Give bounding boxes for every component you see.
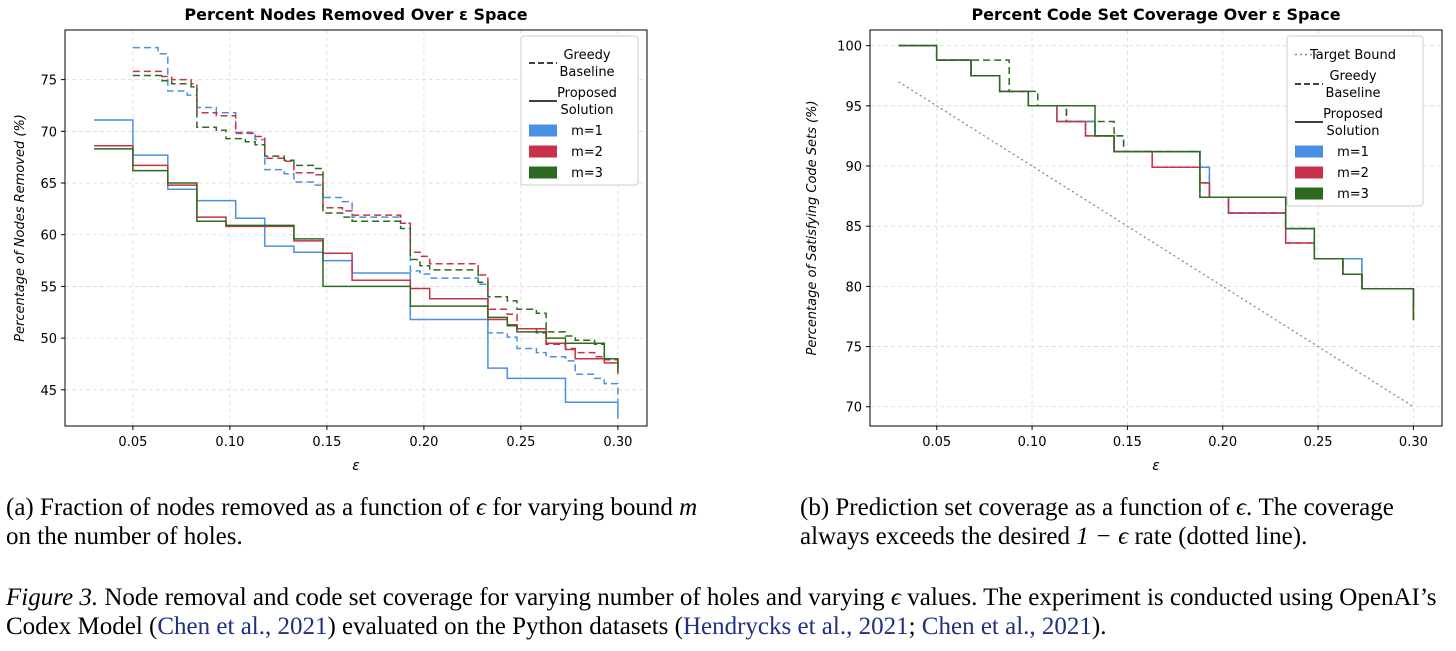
caption-b: (b) Prediction set coverage as a functio… (800, 493, 1450, 551)
legend-label: m=3 (571, 166, 603, 181)
series-line-target-bound (898, 81, 1414, 408)
legend-label-line: Target Bound (1309, 48, 1396, 63)
caption-b-text-3: rate (dotted line). (1128, 523, 1308, 550)
legend-label-line: m=3 (571, 166, 603, 181)
y-tick-label: 75 (40, 74, 57, 89)
legend-label: Target Bound (1309, 48, 1396, 63)
y-tick-label: 65 (40, 177, 57, 192)
legend-swatch-m-3 (1295, 187, 1323, 200)
y-tick-label: 60 (40, 229, 57, 244)
series-line-m-3-proposed-solution (898, 44, 1415, 321)
x-tick-label: 0.20 (1208, 435, 1237, 450)
caption-a: (a) Fraction of nodes removed as a funct… (6, 493, 706, 551)
legend-label-line: m=2 (571, 145, 603, 160)
chart-code-set-coverage: 0.05 0.10 0.15 0.20 0.25 0.30 70 75 80 85 90 95 100 P… (805, 5, 1443, 474)
y-tick-label: 70 (40, 125, 57, 140)
plot-frame (64, 29, 648, 427)
y-tick-label: 70 (845, 401, 862, 416)
figure-caption-separator: ; (908, 613, 922, 640)
chart-nodes-removed: 0.05 0.10 0.15 0.20 0.25 0.30 45 50 55 60 65 70 75 Pe… (13, 5, 648, 474)
plot-frame (869, 29, 1443, 427)
figure-caption-text-3: ) evaluated on the Python datasets ( (327, 613, 683, 640)
caption-a-text-3: on the number of holes. (6, 523, 243, 550)
y-tick-label: 55 (40, 280, 57, 295)
legend-label-line: m=1 (1337, 145, 1369, 160)
legend-label-line: m=1 (571, 124, 603, 139)
caption-b-text-2: . The coverage always exceeds the desire… (800, 494, 1394, 550)
legend-label-line: Baseline (559, 65, 614, 80)
series-line-m-2-greedy-baseline (132, 70, 619, 364)
figure-caption: Figure 3. Node removal and code set cove… (6, 583, 1451, 641)
caption-a-epsilon: ϵ (475, 494, 487, 521)
legend-label: m=2 (1337, 166, 1369, 181)
y-axis-label: Percentage of Nodes Removed (%) (13, 114, 28, 342)
y-tick-label: 100 (837, 40, 862, 55)
x-axis-label: ε (352, 458, 360, 474)
legend-label: Proposed Solution (1323, 107, 1383, 139)
x-tick-label: 0.30 (603, 435, 632, 450)
legend-swatch-m-1 (1295, 145, 1323, 158)
chart-title: Percent Code Set Coverage Over ε Space (971, 5, 1340, 24)
x-tick-label: 0.15 (312, 435, 341, 450)
legend-label-line: Greedy (1329, 69, 1376, 84)
legend-box (1286, 35, 1424, 207)
legend-swatch-m-3 (529, 166, 557, 179)
legend-label-line: m=3 (1337, 187, 1369, 202)
legend-label-line: Greedy (563, 48, 610, 63)
caption-b-formula: 1 − ϵ (1076, 523, 1129, 550)
figure-caption-text-4: ). (1091, 613, 1107, 640)
x-tick-label: 0.25 (506, 435, 535, 450)
legend-label-line: Proposed (1323, 107, 1383, 122)
y-tick-label: 95 (845, 100, 862, 115)
x-tick-label: 0.30 (1399, 435, 1428, 450)
y-tick-label: 80 (845, 280, 862, 295)
legend-label: Greedy Baseline (1325, 69, 1380, 101)
legend-label: Proposed Solution (557, 86, 617, 118)
legend-label: m=3 (1337, 187, 1369, 202)
legend-swatch-m-1 (529, 124, 557, 137)
legend-label-line: Solution (1327, 124, 1380, 139)
y-tick-label: 90 (845, 160, 862, 175)
figure-label: Figure 3. (6, 584, 99, 611)
legend-label: m=2 (571, 145, 603, 160)
x-tick-label: 0.05 (922, 435, 951, 450)
x-tick-label: 0.15 (1113, 435, 1142, 450)
series-line-m-3-greedy-baseline (132, 74, 619, 373)
legend-swatch-m-2 (529, 145, 557, 158)
chart-title: Percent Nodes Removed Over ε Space (184, 5, 527, 24)
caption-a-text-2: for varying bound (486, 494, 680, 521)
legend-label: Greedy Baseline (559, 48, 614, 80)
figure-caption-epsilon: ϵ (890, 584, 901, 611)
series-line-m-3-proposed-solution (94, 148, 619, 372)
figure-caption-text-1: Node removal and code set coverage for v… (98, 584, 891, 611)
y-axis-label: Percentage of Satisfying Code Sets (%) (805, 100, 820, 355)
y-tick-label: 50 (40, 332, 57, 347)
figure-caption-text-2: values. The experiment is conducted usin… (6, 584, 1437, 640)
caption-a-m: m (679, 494, 698, 521)
y-tick-label: 85 (845, 220, 862, 235)
legend-swatch-m-2 (1295, 166, 1323, 179)
legend-label-line: m=2 (1337, 166, 1369, 181)
series-line-m-2-proposed-solution (94, 145, 619, 375)
x-tick-label: 0.10 (1018, 435, 1047, 450)
caption-a-text: (a) Fraction of nodes removed as a funct… (6, 494, 476, 521)
x-axis-label: ε (1152, 458, 1160, 474)
citation-link-hendrycks[interactable]: Hendrycks et al., 2021 (682, 613, 909, 640)
x-tick-label: 0.20 (409, 435, 438, 450)
x-tick-label: 0.10 (215, 435, 244, 450)
legend-label: m=1 (1337, 145, 1369, 160)
x-tick-label: 0.05 (118, 435, 147, 450)
legend-label-line: Solution (561, 103, 614, 118)
x-tick-label: 0.25 (1304, 435, 1333, 450)
caption-b-epsilon: ϵ (1235, 494, 1247, 521)
caption-b-text: (b) Prediction set coverage as a functio… (800, 494, 1236, 521)
legend-label-line: Proposed (557, 86, 617, 101)
citation-link-chen-2[interactable]: Chen et al., 2021 (921, 613, 1092, 640)
legend-label: m=1 (571, 124, 603, 139)
legend-label-line: Baseline (1325, 86, 1380, 101)
series-line-m-1-greedy-baseline (132, 46, 619, 402)
y-tick-label: 75 (845, 341, 862, 356)
y-tick-label: 45 (40, 384, 57, 399)
citation-link-chen[interactable]: Chen et al., 2021 (157, 613, 328, 640)
